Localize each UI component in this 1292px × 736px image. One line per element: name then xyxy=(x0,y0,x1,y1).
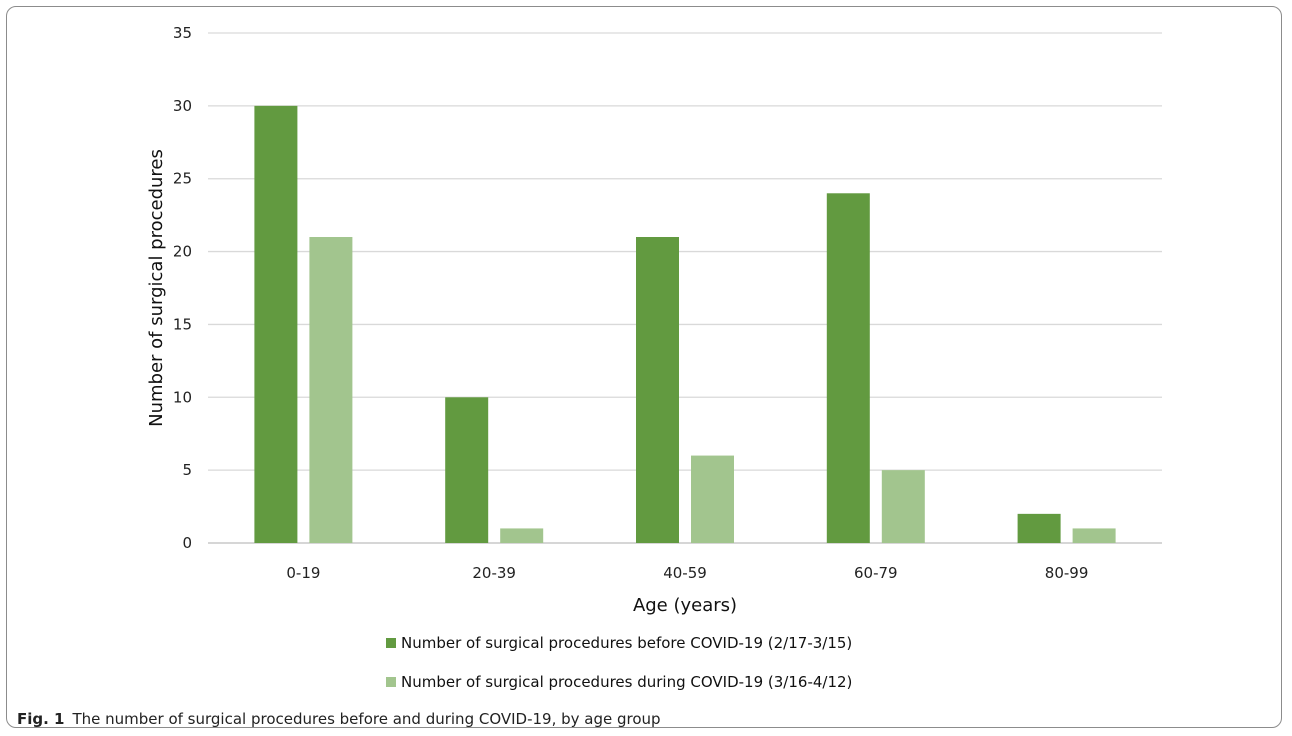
legend-label: Number of surgical procedures during COV… xyxy=(401,673,852,691)
bar-before-20-39 xyxy=(445,397,489,543)
bar-during-40-59 xyxy=(691,455,734,543)
y-tick-label: 0 xyxy=(182,534,192,552)
x-tick-label: 40-59 xyxy=(663,564,707,582)
caption-text: The number of surgical procedures before… xyxy=(72,710,661,728)
figure-frame xyxy=(6,6,1282,728)
gridlines xyxy=(208,32,1162,544)
legend-swatch xyxy=(386,677,396,687)
y-tick-labels: 0 5 10 15 20 25 30 35 xyxy=(173,24,192,552)
x-tick-label: 60-79 xyxy=(854,564,898,582)
bar-before-40-59 xyxy=(636,237,679,543)
bar-before-80-99 xyxy=(1017,513,1061,543)
bar-before-0-19 xyxy=(254,105,298,543)
y-tick-label: 25 xyxy=(173,170,192,188)
y-axis-title: Number of surgical procedures xyxy=(146,149,167,427)
y-tick-label: 20 xyxy=(173,243,192,261)
legend: Number of surgical procedures before COV… xyxy=(386,634,852,691)
bars xyxy=(254,105,1116,544)
legend-swatch xyxy=(386,638,396,648)
bar-before-60-79 xyxy=(826,193,870,544)
bar-during-80-99 xyxy=(1072,528,1116,543)
bar-during-60-79 xyxy=(881,470,925,543)
x-tick-label: 0-19 xyxy=(286,564,320,582)
caption-label: Fig. 1 xyxy=(17,710,65,728)
y-tick-label: 30 xyxy=(173,97,192,115)
x-axis-title: Age (years) xyxy=(633,595,737,616)
bar-during-0-19 xyxy=(309,237,353,543)
y-tick-label: 5 xyxy=(182,461,192,479)
y-tick-label: 10 xyxy=(173,388,192,406)
legend-label: Number of surgical procedures before COV… xyxy=(401,634,852,652)
y-tick-label: 15 xyxy=(173,315,192,333)
y-tick-label: 35 xyxy=(173,24,192,42)
x-tick-labels: 0-19 20-39 40-59 60-79 80-99 xyxy=(286,564,1088,582)
bar-during-20-39 xyxy=(500,528,544,543)
x-tick-label: 20-39 xyxy=(472,564,516,582)
x-tick-label: 80-99 xyxy=(1045,564,1089,582)
figure-caption: Fig. 1 The number of surgical procedures … xyxy=(17,710,661,728)
